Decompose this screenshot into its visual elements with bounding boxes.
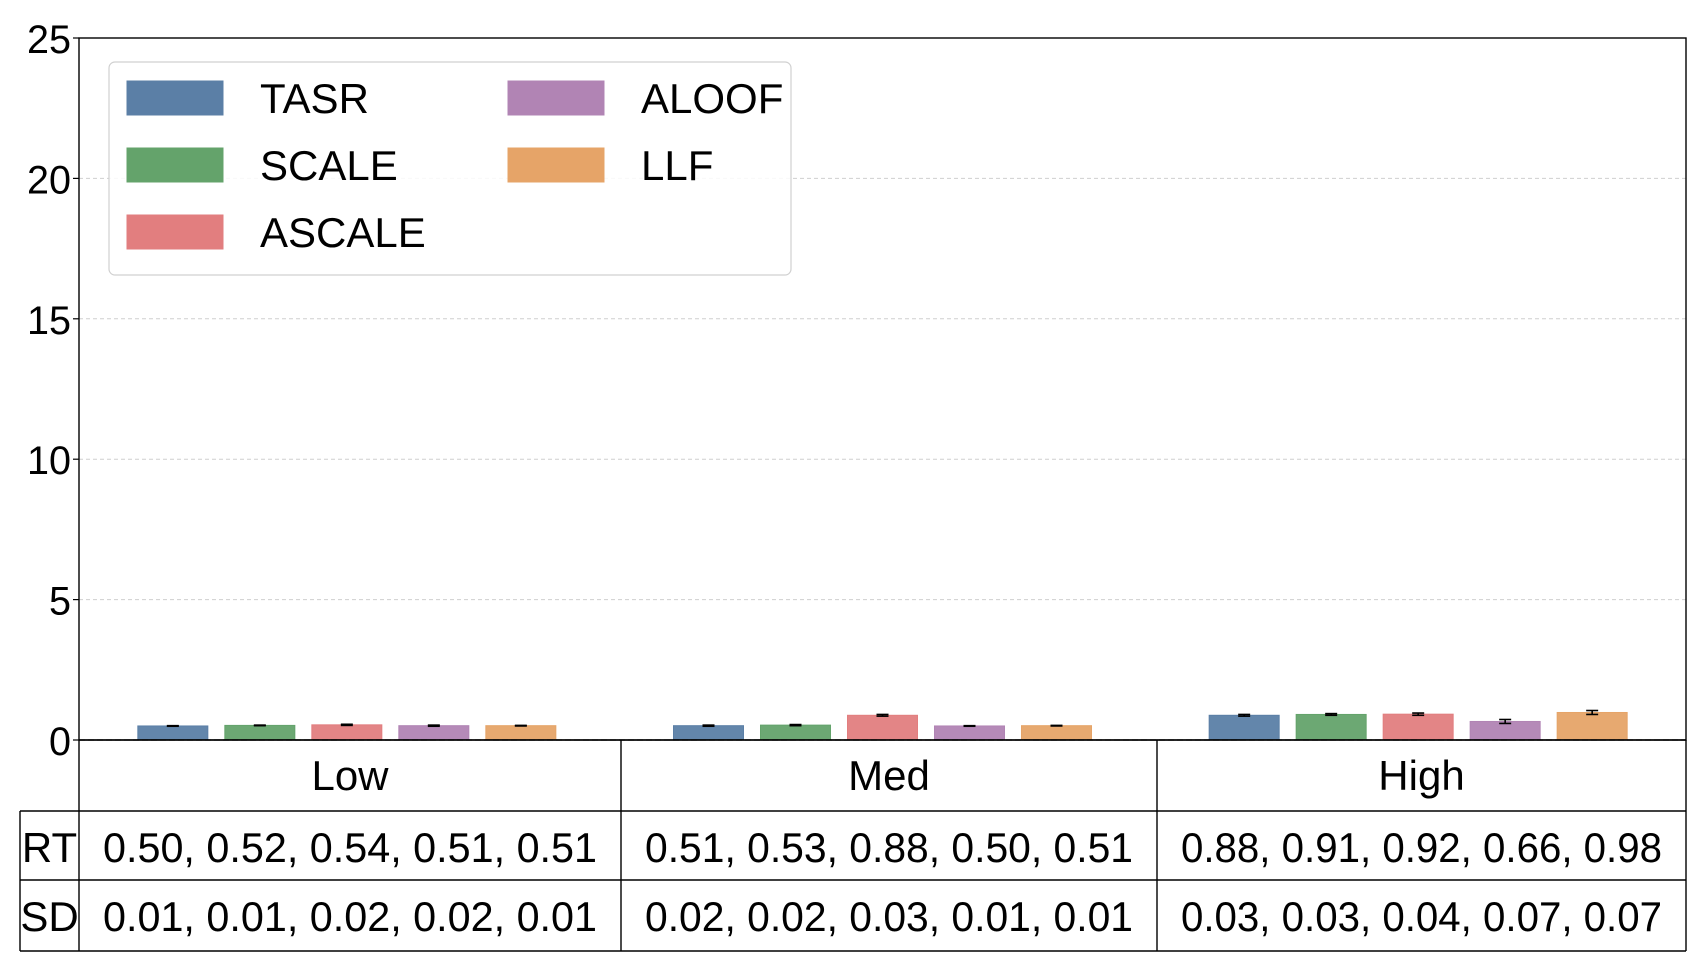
legend-box [108,61,792,276]
bar-llf-high [1556,711,1628,741]
y-tick-label: 0 [49,720,71,764]
bar-ascale-low [311,724,383,741]
table-row-label-rt: RT [22,824,77,871]
table-cell: 0.51, 0.53, 0.88, 0.50, 0.51 [645,824,1133,871]
bar-aloof-med [934,725,1005,741]
legend-swatch-tasr [126,80,224,116]
bar-scale-high [1295,713,1367,741]
bar-ascale-med [847,714,918,741]
bars [137,709,1628,741]
x-tick-label-high: High [1378,752,1464,799]
legend-label-tasr: TASR [260,75,369,122]
y-tick-label: 10 [27,439,71,483]
y-axis: 0 5 10 15 20 25 [27,18,79,764]
table-cell: 0.02, 0.02, 0.03, 0.01, 0.01 [645,893,1133,940]
bar-scale-med [760,724,831,741]
bar-tasr-high [1208,714,1280,741]
table-row-label-sd: SD [20,893,78,940]
bar-scale-low [224,724,296,741]
bar-aloof-high [1469,720,1541,741]
y-tick-label: 15 [27,299,71,343]
legend-swatch-aloof [507,80,605,116]
table-cell: 0.01, 0.01, 0.02, 0.02, 0.01 [103,893,597,940]
bar-aloof-low [398,725,470,741]
table-cell: 0.50, 0.52, 0.54, 0.51, 0.51 [103,824,597,871]
bar-tasr-med [673,725,744,741]
bar-llf-med [1021,725,1092,741]
table-cell: 0.03, 0.03, 0.04, 0.07, 0.07 [1181,893,1662,940]
legend-label-ascale: ASCALE [260,209,426,256]
legend-swatch-scale [126,147,224,183]
y-tick-label: 25 [27,18,71,62]
legend-label-scale: SCALE [260,142,398,189]
bar-tasr-low [137,725,209,741]
y-tick-label: 5 [49,580,71,624]
legend-swatch-ascale [126,214,224,250]
bar-llf-low [485,725,557,741]
legend-label-llf: LLF [641,142,713,189]
x-tick-label-low: Low [311,752,389,799]
bar-ascale-high [1382,713,1454,741]
table-cell: 0.88, 0.91, 0.92, 0.66, 0.98 [1181,824,1662,871]
legend-label-aloof: ALOOF [641,75,783,122]
data-table: Low Med High RT 0.50, 0.52, 0.54, 0.51, 0.51… [19,739,1687,952]
legend-swatch-llf [507,147,605,183]
legend: TASR SCALE ASCALE ALOOF LLF [108,61,792,276]
x-tick-label-med: Med [848,752,930,799]
y-tick-label: 20 [27,158,71,202]
